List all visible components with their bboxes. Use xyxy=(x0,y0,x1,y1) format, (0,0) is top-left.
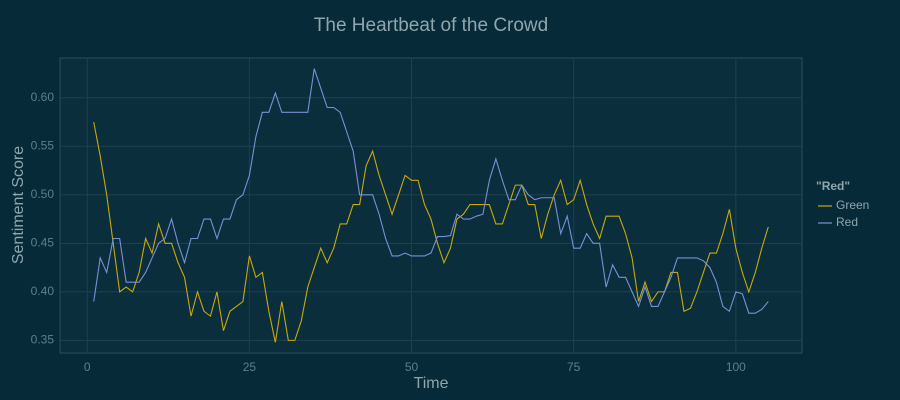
legend-label: Red xyxy=(836,215,858,229)
lines xyxy=(93,68,769,343)
y-tick-label: 0.40 xyxy=(31,284,55,298)
grid xyxy=(60,58,802,353)
y-tick-label: 0.50 xyxy=(31,187,55,201)
legend-label: Green xyxy=(836,198,869,212)
y-tick-label: 0.45 xyxy=(31,236,55,250)
y-tick-label: 0.55 xyxy=(31,138,55,152)
plot-panel xyxy=(59,57,803,354)
x-axis-title: Time xyxy=(414,375,449,392)
y-tick-label: 0.60 xyxy=(31,90,55,104)
y-axis-title: Sentiment Score xyxy=(10,146,27,264)
x-tick-label: 100 xyxy=(726,360,746,374)
series-line xyxy=(93,68,769,314)
chart-title: The Heartbeat of the Crowd xyxy=(314,15,548,36)
series-line xyxy=(93,121,769,343)
legend-title: "Red" xyxy=(816,179,850,193)
x-tick-label: 75 xyxy=(567,360,581,374)
y-tick-label: 0.35 xyxy=(31,333,55,347)
x-tick-label: 25 xyxy=(243,360,257,374)
x-tick-label: 50 xyxy=(405,360,419,374)
x-tick-label: 0 xyxy=(84,360,91,374)
